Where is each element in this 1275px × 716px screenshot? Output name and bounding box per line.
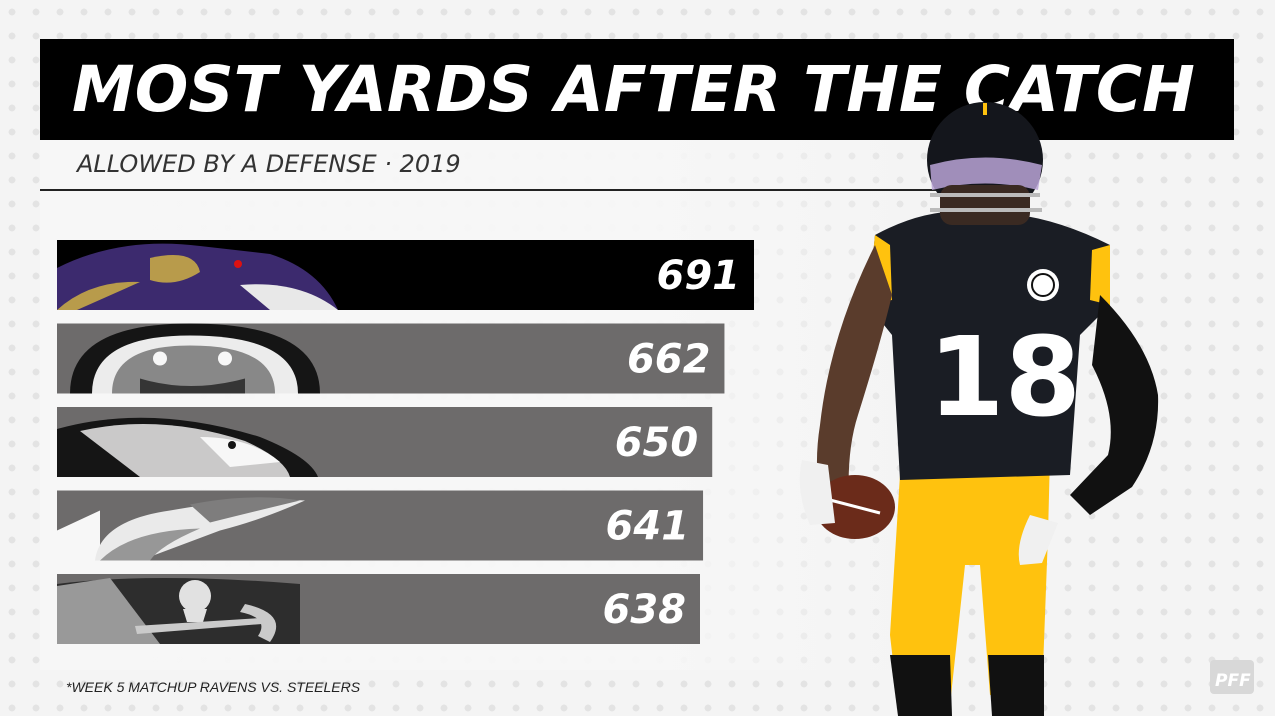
svg-text:PFF: PFF: [1215, 671, 1251, 691]
value-label: 638: [603, 587, 687, 633]
player-photo: 18: [799, 102, 1159, 716]
buccaneers-logo-icon: [57, 578, 300, 644]
value-label: 650: [615, 420, 699, 466]
chart-subtitle: ALLOWED BY A DEFENSE · 2019: [77, 150, 461, 178]
ravens-logo-icon: [57, 243, 338, 310]
jersey-number: 18: [928, 313, 1081, 441]
bar-chart: 691 662 650 641 638: [57, 240, 754, 644]
value-label: 662: [627, 337, 711, 383]
value-label: 641: [606, 504, 690, 550]
dolphins-logo-icon: [57, 497, 305, 561]
divider: [40, 189, 940, 191]
bengals-logo-icon: [70, 323, 320, 394]
value-label: 691: [657, 253, 741, 299]
eagles-logo-icon: [57, 417, 318, 477]
pff-logo-icon: PFF: [1210, 660, 1254, 694]
footnote: *WEEK 5 MATCHUP RAVENS VS. STEELERS: [66, 679, 361, 695]
